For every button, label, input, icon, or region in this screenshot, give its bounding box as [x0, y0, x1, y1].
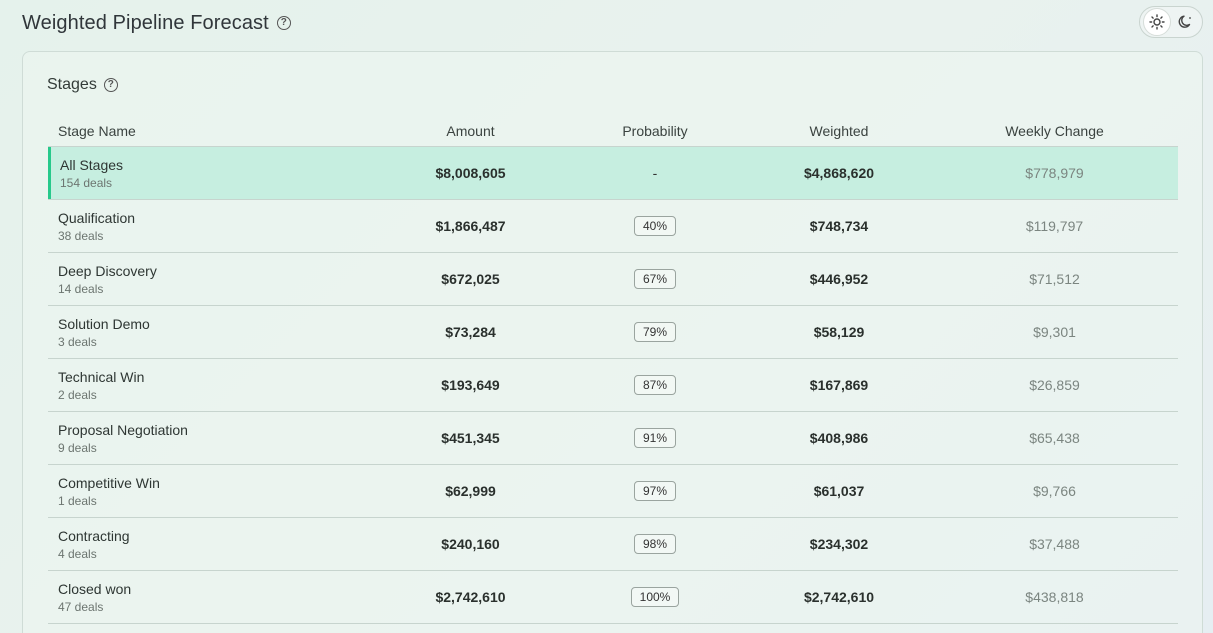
stage-cell: Qualification 38 deals [48, 210, 378, 243]
table-row[interactable]: Competitive Win 1 deals $62,999 97% $61,… [48, 465, 1178, 518]
weekly-change-cell: $71,512 [1029, 271, 1080, 287]
stage-name: Solution Demo [58, 315, 150, 332]
stage-cell: Proposal Negotiation 9 deals [48, 422, 378, 455]
probability-cell: 87% [563, 375, 747, 395]
probability-cell: 40% [563, 216, 747, 236]
card-title: Stages [47, 76, 97, 93]
probability-badge: 79% [633, 322, 677, 342]
help-icon[interactable]: ? [276, 16, 291, 30]
stage-cell: Closed won 47 deals [48, 581, 378, 614]
weighted-cell: $61,037 [813, 483, 865, 499]
amount-cell: $73,284 [445, 324, 496, 340]
table-header: Stage Name Amount Probability Weighted W… [48, 115, 1178, 147]
weighted-cell: $167,869 [809, 377, 869, 393]
amount-cell: $451,345 [441, 430, 500, 446]
moon-icon [1178, 15, 1191, 28]
weighted-cell: $748,734 [809, 218, 869, 234]
weighted-cell: $408,986 [809, 430, 869, 446]
stage-deal-count: 14 deals [58, 281, 104, 296]
stage-name: Closed won [58, 580, 132, 597]
weighted-cell: $4,868,620 [803, 165, 875, 181]
stage-name: Proposal Negotiation [58, 421, 188, 438]
column-header-probability: Probability [622, 122, 688, 139]
amount-cell: $62,999 [445, 483, 496, 499]
stage-name: Technical Win [58, 368, 145, 385]
dark-mode-button[interactable] [1172, 8, 1200, 36]
probability-badge: 100% [630, 587, 680, 607]
table-row[interactable]: Qualification 38 deals $1,866,487 40% $7… [48, 200, 1178, 253]
column-header-weighted: Weighted [809, 122, 869, 139]
amount-cell: $672,025 [441, 271, 500, 287]
stage-cell: All Stages 154 deals [48, 157, 378, 190]
weekly-change-cell: $65,438 [1029, 430, 1080, 446]
card-header: Stages ? [47, 76, 118, 94]
probability-cell: 91% [563, 428, 747, 448]
stage-deal-count: 9 deals [58, 440, 97, 455]
page-header: Weighted Pipeline Forecast ? [22, 10, 291, 36]
probability-cell: 100% [563, 587, 747, 607]
probability-badge: 67% [633, 269, 677, 289]
table-row-all-stages[interactable]: All Stages 154 deals $8,008,605 - $4,868… [48, 147, 1178, 200]
stage-name: Competitive Win [58, 474, 160, 491]
table-row[interactable]: Deep Discovery 14 deals $672,025 67% $44… [48, 253, 1178, 306]
probability-cell: - [652, 165, 658, 181]
page-title: Weighted Pipeline Forecast [22, 11, 269, 34]
stage-cell: Technical Win 2 deals [48, 369, 378, 402]
weighted-cell: $2,742,610 [803, 589, 875, 605]
stage-cell: Solution Demo 3 deals [48, 316, 378, 349]
amount-cell: $2,742,610 [435, 589, 506, 605]
weighted-cell: $446,952 [809, 271, 869, 287]
probability-badge: 97% [633, 481, 677, 501]
table-row[interactable]: Proposal Negotiation 9 deals $451,345 91… [48, 412, 1178, 465]
table-row[interactable]: Solution Demo 3 deals $73,284 79% $58,12… [48, 306, 1178, 359]
stage-cell: Competitive Win 1 deals [48, 475, 378, 508]
probability-badge: 87% [633, 375, 677, 395]
amount-cell: $8,008,605 [435, 165, 506, 181]
stage-deal-count: 1 deals [58, 493, 97, 508]
weekly-change-cell: $26,859 [1029, 377, 1080, 393]
stage-cell: Contracting 4 deals [48, 528, 378, 561]
column-header-stage-name: Stage Name [58, 122, 136, 139]
table-row[interactable]: Contracting 4 deals $240,160 98% $234,30… [48, 518, 1178, 571]
weekly-change-cell: $778,979 [1025, 165, 1084, 181]
probability-cell: 67% [563, 269, 747, 289]
stage-deal-count: 3 deals [58, 334, 97, 349]
column-header-amount: Amount [446, 122, 495, 139]
probability-badge: 98% [633, 534, 677, 554]
amount-cell: $193,649 [441, 377, 500, 393]
probability-cell: 97% [563, 481, 747, 501]
weighted-cell: $234,302 [809, 536, 869, 552]
stage-deal-count: 47 deals [58, 599, 104, 614]
stage-cell: Deep Discovery 14 deals [48, 263, 378, 296]
stage-deal-count: 154 deals [60, 175, 113, 190]
table-row[interactable]: Closed won 47 deals $2,742,610 100% $2,7… [48, 571, 1178, 624]
column-header-weekly-change: Weekly Change [1005, 122, 1104, 139]
help-icon[interactable]: ? [103, 78, 118, 92]
weekly-change-cell: $119,797 [1025, 218, 1084, 234]
probability-cell: 98% [563, 534, 747, 554]
probability-badge: 91% [633, 428, 677, 448]
stage-name: Qualification [58, 209, 136, 226]
stage-name: All Stages [60, 156, 124, 173]
theme-toggle[interactable] [1139, 6, 1203, 38]
stage-deal-count: 38 deals [58, 228, 104, 243]
stage-name: Contracting [58, 527, 130, 544]
weighted-cell: $58,129 [813, 324, 865, 340]
table-row[interactable]: Technical Win 2 deals $193,649 87% $167,… [48, 359, 1178, 412]
amount-cell: $1,866,487 [435, 218, 506, 234]
probability-cell: 79% [563, 322, 747, 342]
stages-card: Stages ? Stage Name Amount Probability W… [22, 51, 1203, 633]
sun-icon [1148, 14, 1165, 30]
probability-badge: 40% [633, 216, 677, 236]
weekly-change-cell: $9,766 [1033, 483, 1076, 499]
stage-deal-count: 2 deals [58, 387, 97, 402]
weekly-change-cell: $37,488 [1029, 536, 1080, 552]
weekly-change-cell: $438,818 [1025, 589, 1084, 605]
amount-cell: $240,160 [441, 536, 500, 552]
weekly-change-cell: $9,301 [1033, 324, 1076, 340]
stage-deal-count: 4 deals [58, 546, 97, 561]
light-mode-button[interactable] [1142, 8, 1171, 36]
stages-table: Stage Name Amount Probability Weighted W… [48, 115, 1178, 624]
stage-name: Deep Discovery [58, 262, 157, 279]
